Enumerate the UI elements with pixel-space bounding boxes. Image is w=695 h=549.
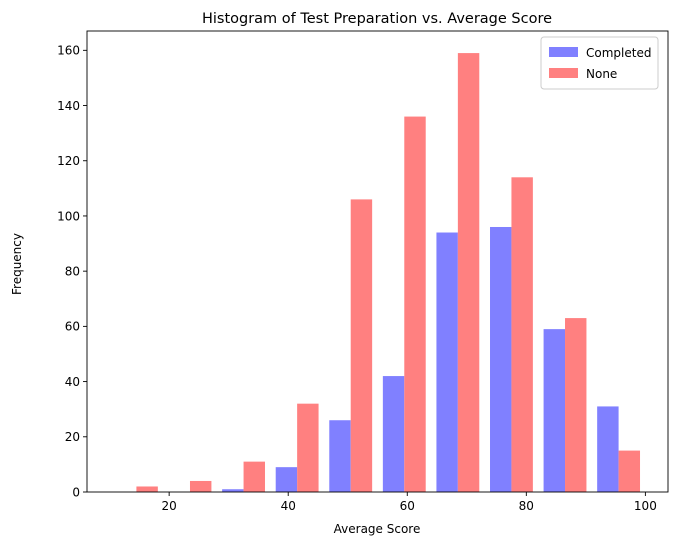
legend-label: None (586, 67, 617, 81)
y-tick-label: 100 (57, 209, 80, 223)
bar-none (404, 116, 426, 492)
x-tick-label: 40 (281, 499, 296, 513)
y-tick-label: 80 (65, 264, 80, 278)
legend-box (540, 36, 659, 90)
y-tick-label: 40 (65, 375, 80, 389)
bar-completed (222, 489, 244, 492)
bar-completed (436, 232, 458, 493)
bar-none (618, 450, 641, 492)
x-tick-label: 100 (634, 499, 657, 513)
x-tick-label: 80 (519, 499, 534, 513)
bar-none (350, 199, 373, 492)
series-completed (222, 226, 619, 493)
legend: Completed None (540, 36, 659, 90)
legend-swatch (549, 47, 578, 57)
bar-none (511, 177, 533, 492)
bar-completed (543, 329, 566, 492)
bar-completed (597, 406, 619, 492)
y-tick-label: 0 (72, 485, 80, 499)
bar-none (136, 486, 158, 492)
y-tick-label: 20 (65, 430, 80, 444)
x-tick-label: 20 (162, 499, 177, 513)
plot-area: 20 40 60 80 100 0 20 40 60 80 100 120 140 160 (57, 30, 669, 513)
legend-label: Completed (586, 46, 651, 60)
bar-completed (490, 226, 512, 492)
legend-swatch (549, 68, 578, 78)
y-tick-label: 160 (57, 44, 80, 58)
bar-none (457, 53, 480, 492)
bar-completed (329, 420, 351, 492)
y-tick-label: 120 (57, 154, 80, 168)
bar-none (189, 480, 212, 492)
x-axis-label: Average Score (334, 522, 421, 536)
chart-title: Histogram of Test Preparation vs. Averag… (202, 11, 552, 27)
y-tick-label: 140 (57, 99, 80, 113)
axes-frame (86, 30, 669, 493)
bar-none (243, 461, 265, 492)
series-none (136, 53, 641, 492)
bar-none (297, 403, 319, 492)
bar-completed (275, 467, 298, 492)
bar-none (565, 318, 587, 492)
y-tick-label: 60 (65, 320, 80, 334)
bar-completed (382, 376, 405, 492)
y-axis-label: Frequency (10, 233, 24, 295)
x-tick-label: 60 (400, 499, 415, 513)
